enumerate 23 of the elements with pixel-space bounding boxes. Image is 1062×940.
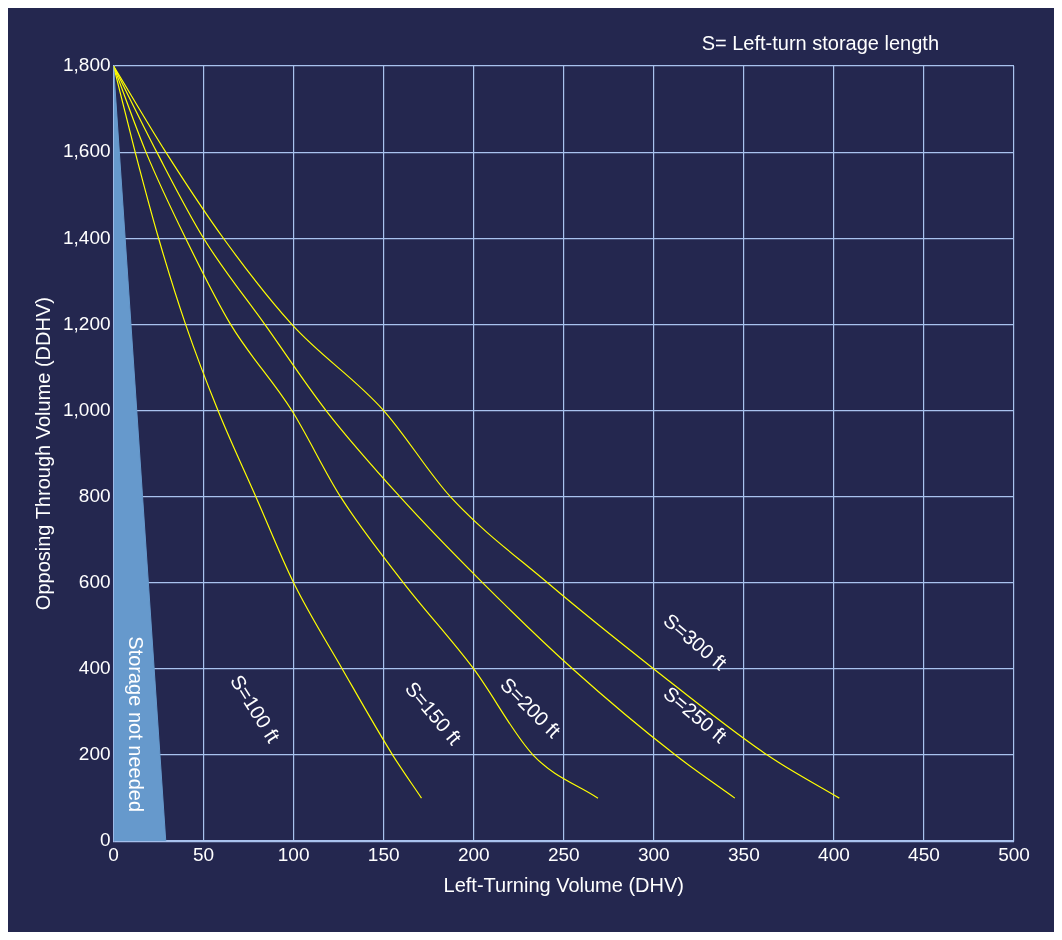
y-tick-label: 1,600 [63, 140, 111, 162]
x-tick-label: 150 [367, 843, 400, 865]
y-tick-label: 200 [78, 743, 111, 765]
x-tick-label: 50 [193, 843, 215, 865]
y-tick-label: 1,800 [63, 54, 111, 76]
y-tick-label: 1,000 [63, 398, 111, 420]
y-tick-label: 800 [78, 484, 111, 506]
x-tick-label: 450 [908, 843, 940, 865]
y-tick-label: 400 [78, 657, 111, 679]
x-tick-label: 300 [637, 843, 670, 865]
y-tick-label: 1,200 [63, 312, 111, 334]
x-tick-label: 100 [277, 843, 310, 865]
x-axis-title: Left-Turning Volume (DHV) [443, 873, 685, 896]
y-tick-label: 1,400 [63, 226, 111, 248]
x-tick-label: 400 [818, 843, 850, 865]
annotation: Storage not needed [125, 636, 148, 812]
x-tick-label: 250 [547, 843, 580, 865]
y-tick-label: 600 [78, 571, 111, 593]
y-axis-title: Opposing Through Volume (DDHV) [31, 297, 54, 611]
text: S= Left-turn storage length [701, 31, 939, 54]
x-tick-label: 500 [998, 843, 1030, 865]
x-tick-label: 200 [457, 843, 490, 865]
x-tick-label: 350 [728, 843, 760, 865]
